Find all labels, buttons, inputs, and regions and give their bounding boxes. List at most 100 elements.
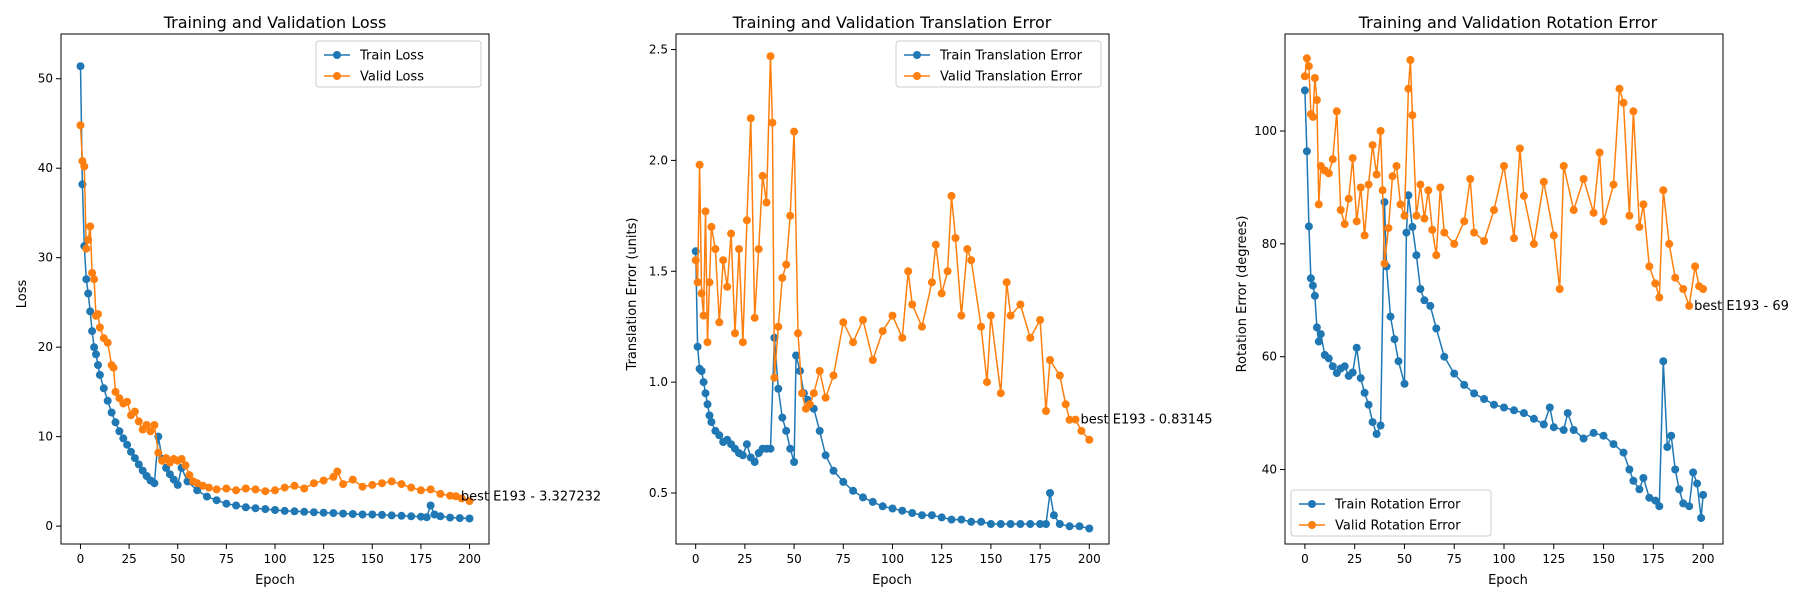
data-point [90, 275, 99, 284]
x-tick-label: 75 [836, 552, 851, 566]
data-point [821, 393, 830, 402]
data-point [1549, 231, 1558, 240]
data-point [1619, 448, 1628, 457]
data-point [1364, 180, 1373, 189]
data-point [766, 52, 775, 61]
x-axis-label: Epoch [1488, 573, 1528, 588]
data-point [1515, 144, 1524, 153]
data-point [1390, 335, 1399, 344]
legend-label: Train Rotation Error [1334, 498, 1461, 513]
data-point [996, 520, 1005, 528]
data-point [1386, 312, 1395, 321]
data-point [1328, 155, 1337, 164]
data-point [1324, 169, 1333, 178]
data-point [963, 245, 972, 254]
legend-box [315, 40, 482, 88]
data-point [1470, 389, 1479, 398]
legend: Train Rotation Error Valid Rotation Error [1290, 489, 1492, 537]
data-point [1302, 147, 1311, 156]
x-tick-label: 50 [786, 552, 801, 566]
data-point [809, 389, 818, 398]
data-point [123, 440, 132, 449]
data-point [1006, 520, 1015, 528]
data-point [1675, 485, 1684, 494]
data-point [1300, 86, 1309, 95]
data-point [407, 483, 416, 492]
data-point [1312, 96, 1321, 104]
data-point [1348, 154, 1357, 163]
data-point [727, 229, 736, 238]
x-tick-label: 150 [979, 552, 1002, 566]
data-point [127, 447, 135, 456]
data-point [1659, 357, 1668, 366]
data-point [1360, 388, 1369, 397]
data-point [1061, 400, 1070, 409]
data-point [107, 408, 116, 417]
subplot-loss: Training and Validation Loss Epoch Loss … [15, 13, 601, 588]
data-point [1450, 239, 1459, 248]
data-point [768, 118, 777, 127]
data-point [1416, 180, 1425, 189]
data-point [815, 426, 824, 435]
data-point [1466, 175, 1475, 183]
data-point [1316, 330, 1325, 339]
legend-label: Train Loss [359, 49, 424, 64]
data-point [859, 316, 867, 324]
data-point [115, 427, 124, 436]
data-point [829, 371, 838, 380]
data-point [290, 507, 299, 516]
x-tick-label: 125 [930, 552, 953, 566]
axes-frame [60, 33, 490, 545]
data-point [746, 114, 755, 123]
legend-swatch-marker [913, 51, 921, 59]
data-point [1545, 403, 1554, 412]
data-point [770, 373, 779, 382]
data-point [92, 350, 100, 359]
data-point [983, 378, 991, 387]
data-point [1671, 465, 1680, 474]
x-tick-label: 175 [1642, 552, 1665, 566]
data-point [300, 507, 309, 516]
data-point [290, 481, 299, 490]
data-point [280, 506, 289, 515]
data-point [123, 397, 132, 406]
data-point [908, 300, 917, 309]
data-point [465, 514, 474, 523]
data-point [1412, 211, 1421, 220]
data-point [1460, 217, 1469, 226]
data-point [1075, 522, 1084, 531]
legend-swatch-marker [1308, 521, 1316, 529]
data-point [1352, 343, 1361, 352]
data-point [348, 475, 357, 484]
data-point [222, 484, 231, 493]
data-point [90, 343, 99, 352]
data-point [339, 509, 348, 518]
data-point [898, 333, 907, 342]
data-point [957, 311, 966, 320]
data-point [1006, 311, 1015, 320]
data-point [1026, 520, 1035, 528]
subplot-translation: Training and Validation Translation Erro… [625, 13, 1213, 588]
data-point [1016, 300, 1025, 309]
x-tick-label: 100 [1493, 552, 1516, 566]
data-point [790, 458, 799, 466]
y-axis-label: Loss [15, 280, 30, 309]
data-point [699, 378, 708, 387]
y-tick-label: 0.5 [649, 486, 668, 500]
data-point [319, 476, 328, 485]
y-tick-label: 40 [38, 161, 53, 175]
data-point [455, 514, 464, 523]
data-point [839, 477, 848, 486]
data-point [1306, 274, 1315, 283]
data-point [705, 278, 714, 287]
series-line [79, 66, 470, 520]
data-point [766, 444, 775, 453]
plot-area [60, 33, 490, 545]
data-point [1344, 194, 1353, 203]
chart-title: Training and Validation Rotation Error [1358, 13, 1658, 32]
data-point [202, 492, 211, 501]
data-point [1651, 496, 1660, 505]
data-point [918, 322, 926, 331]
data-point [786, 211, 795, 220]
data-point [703, 338, 712, 347]
